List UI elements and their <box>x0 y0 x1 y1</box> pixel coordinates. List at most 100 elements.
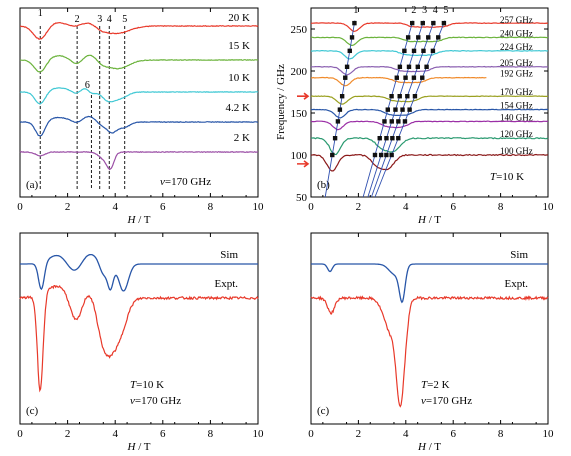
panel-b-point <box>402 48 407 54</box>
panel-a-series-line <box>19 87 259 105</box>
panel-a-series-line <box>19 54 258 73</box>
panel-b-arrow-marker <box>297 92 310 100</box>
panel-a-series-line <box>20 21 259 40</box>
panel-b-point <box>396 119 401 124</box>
panel-b-point <box>347 48 352 54</box>
panel-a-xlabel: H / T <box>126 214 150 226</box>
panel-b-xtick-label: 10 <box>543 201 555 213</box>
panel-b-point <box>407 107 412 112</box>
panel-b-trace <box>310 76 487 87</box>
panel-a-series-label: 4.2 K <box>226 102 251 114</box>
panel-c-right-xlabel: H / T <box>417 441 441 453</box>
panel-b-point <box>420 20 425 26</box>
panel-b-point <box>372 152 378 158</box>
panel-b-point <box>406 64 412 69</box>
panel-c-right-sim-line <box>311 263 548 304</box>
panel-c-left-expt-label: Expt. <box>214 278 238 290</box>
panel-b-point <box>385 107 390 112</box>
panel-b-point <box>416 35 421 40</box>
panel-a-xtick-label: 10 <box>253 201 265 213</box>
panel-a-series-label: 10 K <box>228 72 250 84</box>
panel-b-trace-label: 140 GHz <box>500 112 533 122</box>
panel-c-right-xtick-label: 8 <box>498 428 504 440</box>
panel-b-xtick-label: 0 <box>308 201 314 213</box>
panel-b-point <box>390 136 395 141</box>
panel-b-resonance-label: 1 <box>353 5 358 16</box>
panel-a-marker-label: 4 <box>107 14 112 25</box>
panel-b-point <box>343 75 348 80</box>
panel-c-right-annotation-2: ν=170 GHz <box>421 395 472 407</box>
panel-c-left-label: (c) <box>26 405 39 417</box>
panel-a-xtick-label: 6 <box>160 201 166 213</box>
panel-b-point <box>384 136 389 141</box>
panel-b-trace <box>310 120 549 131</box>
panel-b-point <box>337 107 343 112</box>
panel-b-point <box>411 48 417 54</box>
panel-a-annotation: ν=170 GHz <box>160 176 211 188</box>
panel-c-left-sim-line <box>20 253 258 292</box>
panel-c-left-xtick-label: 10 <box>253 428 265 440</box>
panel-c-right-xtick-label: 2 <box>356 428 362 440</box>
panel-b-trace-label: 192 GHz <box>500 69 533 79</box>
panel-b-point <box>441 20 447 26</box>
panel-b-point <box>421 48 426 54</box>
panel-c-right-annotation-1: T=2 K <box>421 379 450 391</box>
panel-b-point <box>431 20 436 26</box>
panel-a-marker-label: 6 <box>85 80 90 91</box>
panel-b-point <box>339 94 345 99</box>
panel-a-series-line <box>19 115 259 137</box>
panel-c-right-label: (c) <box>317 405 330 417</box>
panel-b-trace <box>310 108 549 119</box>
panel-a-xtick-label: 0 <box>17 201 23 213</box>
panel-b-point <box>424 64 429 69</box>
panel-b-point <box>426 35 431 40</box>
panel-b-ytick-label: 150 <box>291 108 308 120</box>
panel-b-point <box>352 20 357 26</box>
panel-c-right-expt-label: Expt. <box>504 278 528 290</box>
panel-b-point <box>397 94 402 99</box>
panel-b-point <box>405 94 410 99</box>
panel-b-point <box>393 107 398 112</box>
panel-c-right-frame <box>310 232 549 425</box>
panel-b-point <box>344 64 350 69</box>
panel-b-point <box>394 75 399 80</box>
panel-b-trace-label: 170 GHz <box>500 87 533 97</box>
panel-b-resonance-label: 4 <box>433 5 438 16</box>
panel-a-series-line <box>19 150 259 171</box>
panel-b-point <box>403 75 408 80</box>
panel-b-ytick-label: 200 <box>291 66 308 78</box>
panel-c-left-xlabel: H / T <box>126 441 150 453</box>
panel-b-point <box>330 152 335 158</box>
panel-c-left-sim-label: Sim <box>220 249 238 261</box>
panel-c-right-xtick-label: 4 <box>403 428 409 440</box>
panel-a-marker-label: 3 <box>97 14 102 25</box>
panel-b-label: (b) <box>317 179 330 191</box>
panel-b-xtick-label: 2 <box>356 201 362 213</box>
panel-c-left-xtick-label: 2 <box>65 428 71 440</box>
panel-a-marker-label: 2 <box>75 14 80 25</box>
panel-b-resonance-label: 2 <box>411 5 416 16</box>
panel-b-point <box>405 35 411 40</box>
panel-b-point <box>332 136 338 141</box>
panel-b-point <box>412 94 418 99</box>
panel-b-point <box>389 152 394 158</box>
panel-b-point <box>389 119 394 124</box>
panel-a-marker-label: 1 <box>38 8 43 19</box>
panel-b-ylabel: Frequency / GHz <box>275 64 287 140</box>
panel-b-trace <box>310 137 549 156</box>
panel-b-point <box>396 136 401 141</box>
panel-a-series-label: 15 K <box>228 40 250 52</box>
panel-c-right-xtick-label: 0 <box>308 428 314 440</box>
panel-a-xtick-label: 8 <box>208 201 214 213</box>
panel-b-point <box>377 136 382 141</box>
panel-c-right-expt-line <box>310 295 549 408</box>
panel-b-frame <box>310 7 549 198</box>
panel-a-series-label: 20 K <box>228 12 250 24</box>
panel-b-xtick-label: 8 <box>498 201 504 213</box>
panel-c-left-annotation-1: T=10 K <box>130 379 164 391</box>
panel-a-xtick-label: 4 <box>112 201 118 213</box>
panel-b-point <box>436 35 441 40</box>
panel-b-arrow-marker <box>297 160 310 168</box>
panel-b-xtick-label: 6 <box>450 201 456 213</box>
panel-b-trace-label: 205 GHz <box>500 58 533 68</box>
